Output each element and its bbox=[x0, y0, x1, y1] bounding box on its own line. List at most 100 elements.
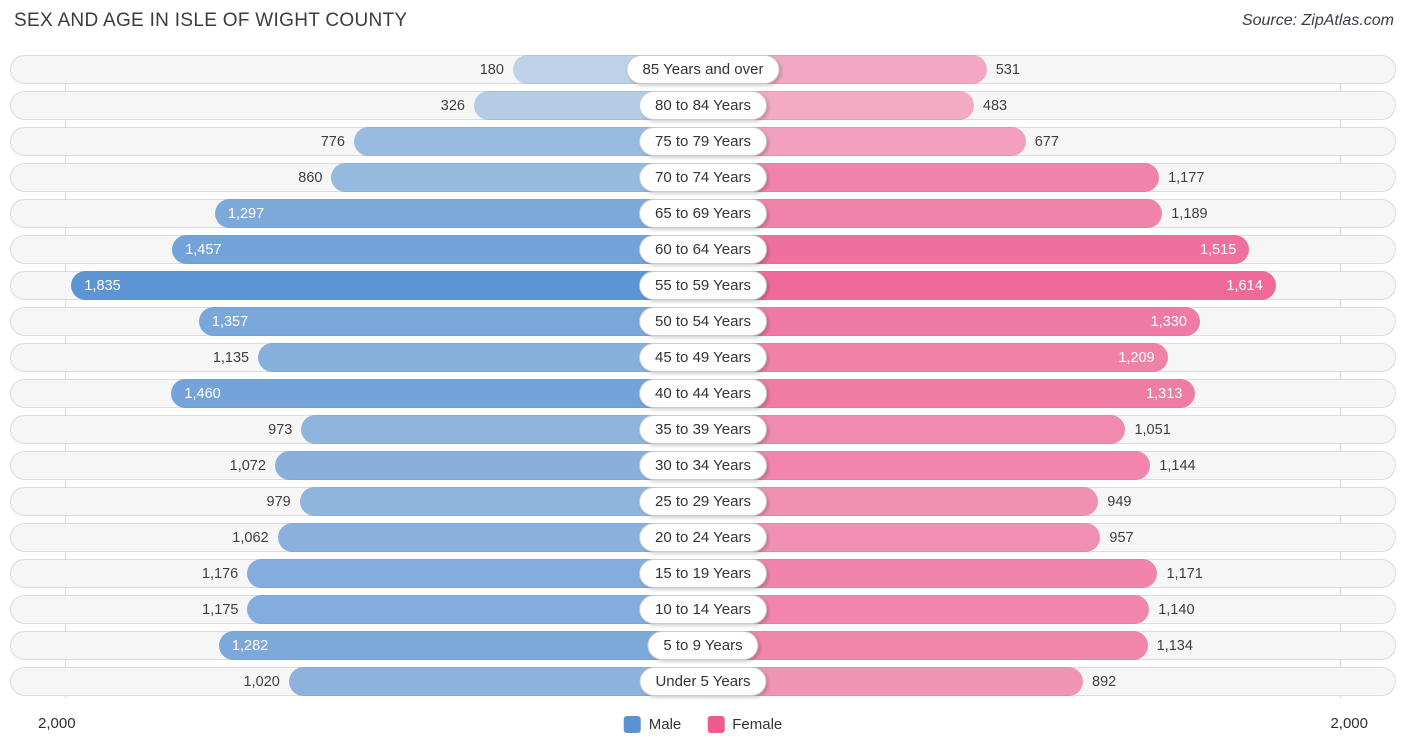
right-axis-max-label: 2,000 bbox=[1330, 715, 1368, 732]
source-credit: Source: ZipAtlas.com bbox=[1241, 12, 1394, 29]
male-half: 1,282 bbox=[10, 631, 703, 660]
female-half: 1,140 bbox=[703, 595, 1396, 624]
age-row: 1,282 1,134 5 to 9 Years bbox=[10, 631, 1396, 660]
female-bar: 1,330 bbox=[703, 307, 1200, 336]
age-row: 326 483 80 to 84 Years bbox=[10, 91, 1396, 120]
female-value-inside: 1,313 bbox=[1146, 385, 1183, 402]
male-value-outside: 979 bbox=[266, 493, 291, 510]
age-row: 1,835 1,614 55 to 59 Years bbox=[10, 271, 1396, 300]
legend-male-label: Male bbox=[648, 716, 682, 733]
male-half: 860 bbox=[10, 163, 703, 192]
female-bar-fill bbox=[703, 307, 1200, 336]
female-value-inside: 1,614 bbox=[1226, 277, 1263, 294]
male-bar: 1,835 bbox=[71, 271, 703, 300]
female-bar-fill bbox=[703, 235, 1250, 264]
female-half: 949 bbox=[703, 487, 1396, 516]
female-value-outside: 1,177 bbox=[1168, 169, 1205, 186]
left-axis-max-label: 2,000 bbox=[38, 715, 76, 732]
male-bar: 1,357 bbox=[198, 307, 703, 336]
male-half: 180 bbox=[10, 55, 703, 84]
legend-item-female: Female bbox=[707, 716, 782, 733]
female-value-inside: 1,209 bbox=[1118, 349, 1155, 366]
male-bar-fill bbox=[247, 595, 703, 624]
age-group-label: 60 to 64 Years bbox=[639, 235, 767, 264]
female-half: 892 bbox=[703, 667, 1396, 696]
male-bar bbox=[258, 343, 703, 372]
age-row: 1,357 1,330 50 to 54 Years bbox=[10, 307, 1396, 336]
age-group-label: 70 to 74 Years bbox=[639, 163, 767, 192]
male-bar-fill bbox=[218, 631, 703, 660]
left-axis-gridline bbox=[65, 55, 66, 698]
male-bar: 1,282 bbox=[218, 631, 703, 660]
page-title: SEX AND AGE IN ISLE OF WIGHT COUNTY bbox=[14, 10, 408, 31]
male-half: 1,020 bbox=[10, 667, 703, 696]
male-bar-fill bbox=[214, 199, 703, 228]
male-value-inside: 1,297 bbox=[227, 205, 265, 222]
age-row: 776 677 75 to 79 Years bbox=[10, 127, 1396, 156]
legend-item-male: Male bbox=[623, 716, 682, 733]
male-bar-fill bbox=[198, 307, 703, 336]
male-bar-fill bbox=[288, 667, 703, 696]
female-half: 677 bbox=[703, 127, 1396, 156]
age-row: 1,072 1,144 30 to 34 Years bbox=[10, 451, 1396, 480]
female-bar-fill bbox=[703, 451, 1151, 480]
male-value-outside: 1,020 bbox=[243, 673, 280, 690]
female-bar-fill bbox=[703, 631, 1148, 660]
male-half: 1,460 bbox=[10, 379, 703, 408]
age-group-label: 80 to 84 Years bbox=[639, 91, 767, 120]
female-bar: 1,515 bbox=[703, 235, 1250, 264]
age-group-label: 85 Years and over bbox=[626, 55, 780, 84]
female-value-inside: 1,330 bbox=[1150, 313, 1187, 330]
female-bar bbox=[703, 487, 1099, 516]
female-bar bbox=[703, 415, 1126, 444]
female-bar bbox=[703, 451, 1151, 480]
male-half: 1,175 bbox=[10, 595, 703, 624]
male-bar-fill bbox=[277, 523, 703, 552]
male-half: 1,457 bbox=[10, 235, 703, 264]
male-half: 326 bbox=[10, 91, 703, 120]
female-bar-fill bbox=[703, 379, 1196, 408]
male-value-outside: 1,175 bbox=[202, 601, 239, 618]
male-bar-fill bbox=[247, 559, 703, 588]
male-half: 1,357 bbox=[10, 307, 703, 336]
male-bar-fill bbox=[301, 415, 703, 444]
age-group-label: 30 to 34 Years bbox=[639, 451, 767, 480]
male-half: 979 bbox=[10, 487, 703, 516]
age-row: 973 1,051 35 to 39 Years bbox=[10, 415, 1396, 444]
male-half: 776 bbox=[10, 127, 703, 156]
female-value-outside: 949 bbox=[1107, 493, 1132, 510]
male-value-inside: 1,357 bbox=[211, 313, 249, 330]
female-bar-fill bbox=[703, 595, 1150, 624]
female-value-outside: 1,144 bbox=[1159, 457, 1196, 474]
age-row: 1,176 1,171 15 to 19 Years bbox=[10, 559, 1396, 588]
female-half: 1,313 bbox=[703, 379, 1396, 408]
age-row: 1,297 1,189 65 to 69 Years bbox=[10, 199, 1396, 228]
age-group-label: 75 to 79 Years bbox=[639, 127, 767, 156]
female-value-outside: 957 bbox=[1109, 529, 1134, 546]
female-value-outside: 1,134 bbox=[1156, 637, 1193, 654]
male-half: 1,072 bbox=[10, 451, 703, 480]
age-group-label: 10 to 14 Years bbox=[639, 595, 767, 624]
age-group-label: 25 to 29 Years bbox=[639, 487, 767, 516]
age-row: 180 531 85 Years and over bbox=[10, 55, 1396, 84]
male-bar bbox=[274, 451, 703, 480]
female-value-outside: 1,189 bbox=[1171, 205, 1208, 222]
male-value-outside: 776 bbox=[320, 133, 345, 150]
female-value-outside: 483 bbox=[982, 97, 1008, 114]
male-half: 1,176 bbox=[10, 559, 703, 588]
female-bar-fill bbox=[703, 163, 1160, 192]
male-bar bbox=[277, 523, 703, 552]
male-bar bbox=[247, 559, 703, 588]
male-value-inside: 1,460 bbox=[184, 385, 221, 402]
male-value-inside: 1,457 bbox=[185, 241, 222, 258]
male-value-outside: 326 bbox=[440, 97, 465, 114]
female-half: 1,177 bbox=[703, 163, 1396, 192]
female-bar: 1,209 bbox=[703, 343, 1168, 372]
female-value-outside: 1,171 bbox=[1166, 565, 1203, 582]
age-group-label: 65 to 69 Years bbox=[639, 199, 767, 228]
female-bar bbox=[703, 559, 1158, 588]
female-value-outside: 531 bbox=[995, 61, 1020, 78]
legend-female-label: Female bbox=[732, 716, 783, 733]
female-bar bbox=[703, 523, 1101, 552]
male-swatch-icon bbox=[623, 716, 641, 733]
